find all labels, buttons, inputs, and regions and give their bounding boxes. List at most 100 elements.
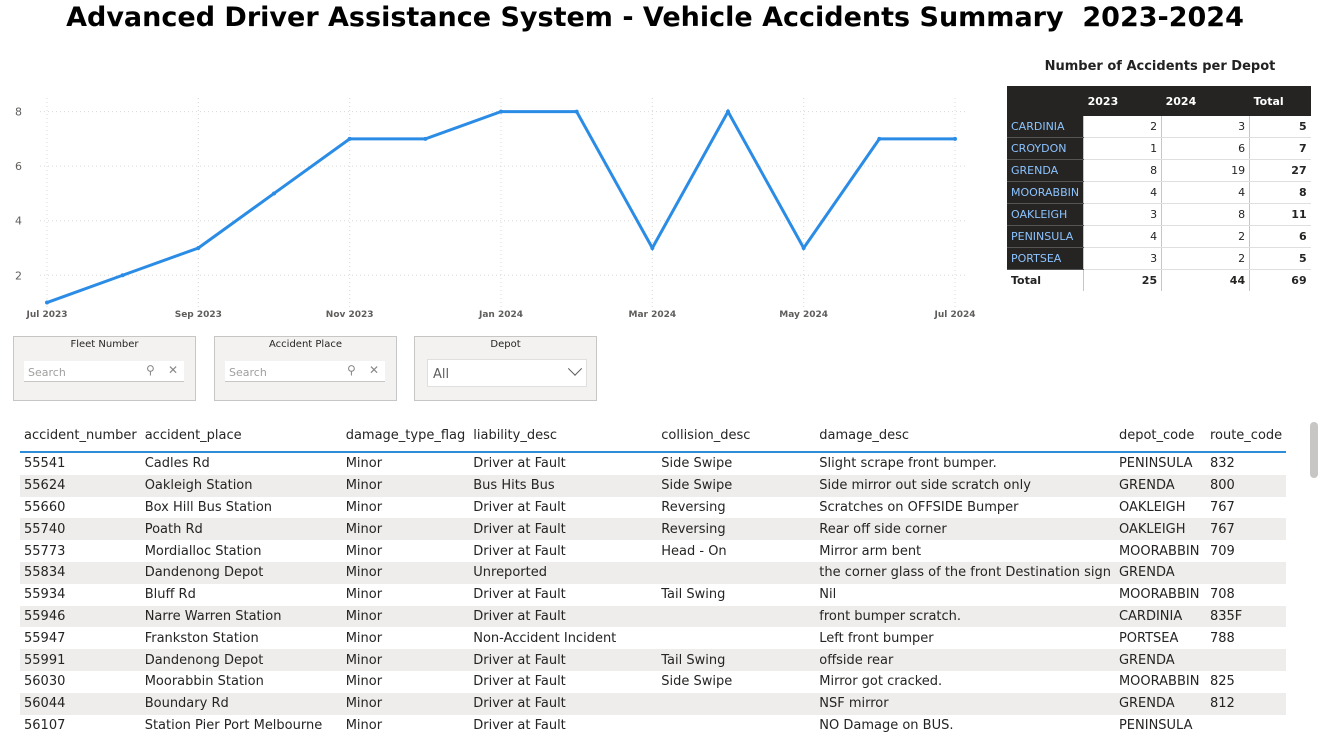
matrix-cell-total: 6 xyxy=(1249,225,1311,248)
data-point[interactable] xyxy=(953,136,957,141)
data-point[interactable] xyxy=(120,273,125,278)
data-point[interactable] xyxy=(196,246,201,250)
cell-damage-desc: Nil xyxy=(819,587,837,603)
fleet-number-search-input[interactable]: Search xyxy=(28,366,66,379)
matrix-depot-name[interactable]: OAKLEIGH xyxy=(1007,203,1084,226)
table-row[interactable]: 55946 Narre Warren Station Minor Driver at … xyxy=(20,605,1287,628)
matrix-col-total[interactable]: Total xyxy=(1249,86,1311,116)
table-row[interactable]: 56044 Boundary Rd Minor Driver at Fault NSF … xyxy=(20,692,1287,715)
table-row[interactable]: 55740 Poath Rd Minor Driver at Fault Reversi… xyxy=(20,518,1287,541)
matrix-total-total: 69 xyxy=(1249,269,1311,291)
cell-damage-type: Minor xyxy=(345,587,383,603)
data-point[interactable] xyxy=(801,246,806,250)
cell-damage-type: Minor xyxy=(341,605,470,628)
cell-depot-code: MOORABBIN xyxy=(1118,587,1200,603)
data-point[interactable] xyxy=(877,136,882,141)
table-row[interactable]: 55773 Mordialloc Station Minor Driver at Fa… xyxy=(20,540,1286,562)
matrix-cell-total: 27 xyxy=(1249,159,1311,182)
cell-accident-number: 55541 xyxy=(24,456,66,472)
cell-damage-desc: Rear off side corner xyxy=(815,518,1115,541)
cell-liability: Driver at Fault xyxy=(473,674,566,690)
cell-damage-type: Minor xyxy=(345,717,383,733)
cell-accident-place: Dandenong Depot xyxy=(140,561,342,584)
cell-accident-number: 55740 xyxy=(20,518,141,541)
cell-accident-number: 55624 xyxy=(20,474,141,497)
table-row[interactable]: 55541 Cadles Rd Minor Driver at Fault Side S… xyxy=(20,452,1286,475)
table-row[interactable]: 55624 Oakleigh Station Minor Bus Hits Bus Si… xyxy=(20,474,1287,497)
cell-accident-number: 55947 xyxy=(24,630,66,646)
cell-accident-number: 55946 xyxy=(20,605,141,628)
table-row[interactable]: 55934 Bluff Rd Minor Driver at Fault Tail Sw… xyxy=(20,584,1286,606)
col-damage-type-flag[interactable]: damage_type_flag xyxy=(341,420,470,453)
cell-damage-type: Minor xyxy=(341,561,470,584)
cell-accident-place: Frankston Station xyxy=(144,630,259,646)
y-tick-label: 6 xyxy=(15,160,22,173)
clear-icon[interactable]: ✕ xyxy=(168,363,179,377)
table-row[interactable]: 55991 Dandenong Depot Minor Driver at Fault… xyxy=(20,649,1287,671)
table-row[interactable]: 55947 Frankston Station Minor Non-Accident … xyxy=(20,627,1286,649)
cell-route-code: 767 xyxy=(1205,518,1287,541)
table-row[interactable]: 56107 Station Pier Port Melbourne Minor Dri… xyxy=(20,715,1286,736)
matrix-col-depot[interactable] xyxy=(1007,86,1084,116)
matrix-row: CARDINIA 2 3 5 xyxy=(1007,116,1311,138)
chevron-down-icon[interactable] xyxy=(567,361,583,376)
cell-collision: Side Swipe xyxy=(661,456,733,472)
matrix-depot-name[interactable]: PORTSEA xyxy=(1007,247,1084,270)
matrix-depot-name[interactable]: GRENDA xyxy=(1007,159,1084,182)
y-tick-label: 4 xyxy=(15,215,22,228)
cell-liability: Driver at Fault xyxy=(473,499,566,515)
cell-accident-place: Dandenong Depot xyxy=(140,649,342,671)
col-route-code[interactable]: route_code xyxy=(1205,420,1287,453)
cell-damage-desc: Mirror got cracked. xyxy=(819,674,943,690)
data-point[interactable] xyxy=(499,109,503,114)
matrix-depot-name[interactable]: CARDINIA xyxy=(1007,116,1084,138)
cell-liability: Driver at Fault xyxy=(473,587,566,603)
col-accident-place[interactable]: accident_place xyxy=(140,420,342,453)
cell-damage-type: Minor xyxy=(345,543,383,559)
matrix-col-2023[interactable]: 2023 xyxy=(1083,86,1162,116)
clear-icon[interactable]: ✕ xyxy=(369,363,380,377)
cell-liability: Driver at Fault xyxy=(473,543,566,559)
matrix-row: PORTSEA 3 2 5 xyxy=(1007,247,1311,270)
table-scrollbar[interactable] xyxy=(1310,422,1318,478)
accident-place-search-box[interactable]: Search ⚲ ✕ xyxy=(225,361,385,382)
table-row[interactable]: 55660 Box Hill Bus Station Minor Driver at … xyxy=(20,497,1286,519)
col-depot-code[interactable]: depot_code xyxy=(1114,420,1206,453)
data-point[interactable] xyxy=(574,109,579,114)
accidents-series-line[interactable] xyxy=(46,108,955,304)
matrix-depot-name[interactable]: PENINSULA xyxy=(1007,225,1084,248)
table-row[interactable]: 56030 Moorabbin Station Minor Driver at Fau… xyxy=(20,671,1286,693)
matrix-depot-name[interactable]: CROYDON xyxy=(1007,137,1084,160)
matrix-cell-2024: 2 xyxy=(1161,247,1250,270)
data-point[interactable] xyxy=(347,136,352,141)
col-collision-desc[interactable]: collision_desc xyxy=(657,420,816,453)
data-point[interactable] xyxy=(726,109,730,114)
accident-place-search-input[interactable]: Search xyxy=(229,366,267,379)
col-accident-number[interactable]: accident_number xyxy=(20,420,141,453)
cell-damage-desc: Slight scrape front bumper. xyxy=(819,456,997,472)
matrix-total-row: Total 25 44 69 xyxy=(1007,269,1311,291)
search-icon[interactable]: ⚲ xyxy=(146,363,155,377)
col-liability-desc[interactable]: liability_desc xyxy=(469,420,658,453)
cell-liability: Driver at Fault xyxy=(473,717,566,733)
table-row[interactable]: 55834 Dandenong Depot Minor Unreported the c… xyxy=(20,561,1287,584)
data-point[interactable] xyxy=(423,136,428,141)
depot-dropdown[interactable]: All xyxy=(427,359,587,387)
x-tick-label: Mar 2024 xyxy=(629,310,677,320)
cell-damage-desc: Mirror arm bent xyxy=(819,543,922,559)
data-point[interactable] xyxy=(272,191,276,196)
matrix-col-2024[interactable]: 2024 xyxy=(1161,86,1250,116)
search-icon[interactable]: ⚲ xyxy=(347,363,356,377)
cell-route-code: 788 xyxy=(1209,630,1235,646)
cell-damage-type: Minor xyxy=(345,674,383,690)
cell-accident-place: Cadles Rd xyxy=(144,456,210,472)
col-damage-desc[interactable]: damage_desc xyxy=(815,420,1115,453)
matrix-depot-name[interactable]: MOORABBIN xyxy=(1007,181,1084,204)
data-point[interactable] xyxy=(650,246,655,250)
cell-collision xyxy=(657,715,815,736)
fleet-number-search-box[interactable]: Search ⚲ ✕ xyxy=(24,361,184,382)
cell-depot-code: CARDINIA xyxy=(1114,605,1206,628)
cell-route-code xyxy=(1206,715,1286,736)
x-tick-label: Nov 2023 xyxy=(326,310,374,320)
data-point[interactable] xyxy=(45,300,49,305)
